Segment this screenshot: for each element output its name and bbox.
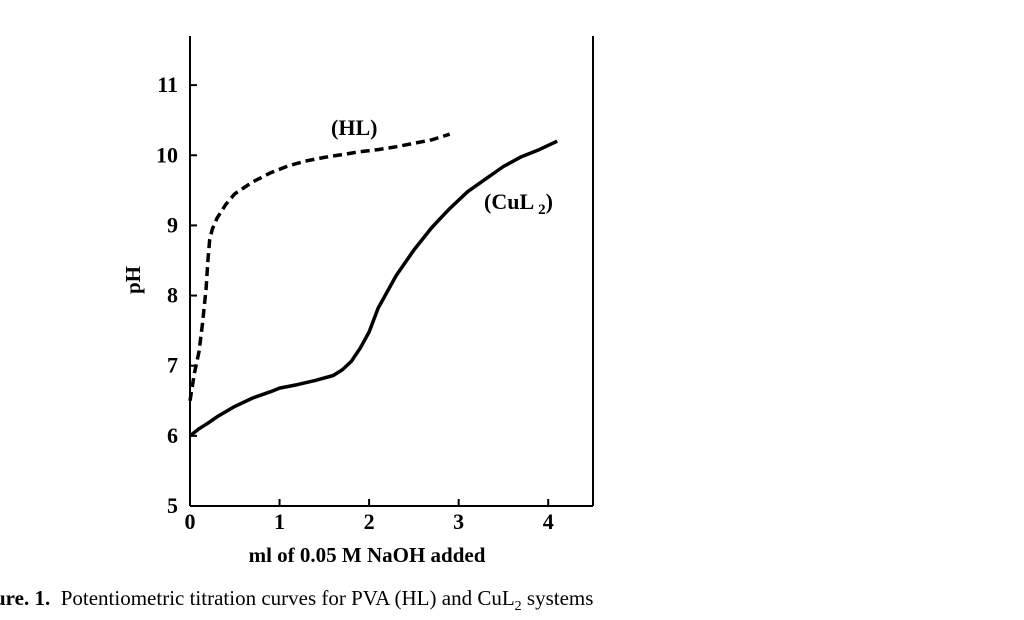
y-axis-title: pH xyxy=(121,266,145,294)
y-tick-label: 6 xyxy=(167,423,178,448)
series-line-hl xyxy=(188,132,451,402)
series-label-cul2-end: ) xyxy=(546,189,553,214)
figure-caption-subscript: 2 xyxy=(514,599,522,615)
y-tick-label: 7 xyxy=(167,353,178,378)
x-tick-label: 4 xyxy=(543,509,554,534)
figure-caption: ure. 1. Potentiometric titration curves … xyxy=(0,586,593,615)
x-tick-label: 2 xyxy=(364,509,375,534)
x-tick-label: 3 xyxy=(453,509,464,534)
x-tick-label: 0 xyxy=(185,509,196,534)
series-label-cul2-sub: 2 xyxy=(538,202,546,218)
y-tick-label: 10 xyxy=(156,142,178,167)
y-tick-label: 9 xyxy=(167,212,178,237)
series-line-cul2 xyxy=(188,139,558,438)
y-tick-label: 5 xyxy=(167,493,178,518)
y-tick-label: 11 xyxy=(157,72,178,97)
series-label-cul2: (CuL 2) xyxy=(484,189,553,218)
y-tick-label: 8 xyxy=(167,283,178,308)
x-tick-label: 1 xyxy=(274,509,285,534)
series-label-cul2-main: (CuL xyxy=(484,189,534,214)
figure-caption-text-end: systems xyxy=(521,586,594,610)
figure-caption-text: Potentiometric titration curves for PVA … xyxy=(60,586,515,610)
series-label-hl: (HL) xyxy=(331,115,377,140)
x-axis-title: ml of 0.05 M NaOH added xyxy=(249,543,486,567)
ticks: 5 6 7 8 9 10 11 0 1 2 3 4 xyxy=(156,72,554,534)
series xyxy=(188,132,558,438)
figure-caption-label: ure. 1. xyxy=(0,586,51,610)
